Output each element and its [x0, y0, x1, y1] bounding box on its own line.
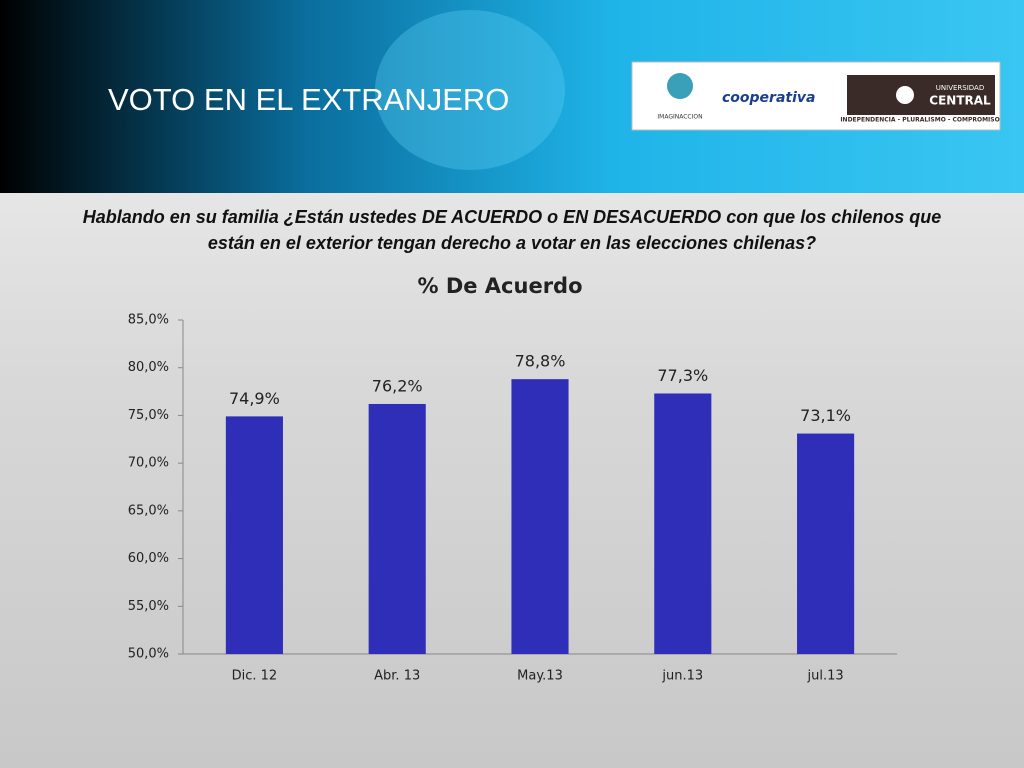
value-label: 74,9% [229, 389, 280, 408]
y-tick-label: 80,0% [128, 360, 169, 375]
x-tick-label: Dic. 12 [232, 669, 278, 684]
logo-text: cooperativa [722, 90, 815, 106]
x-tick-label: May.13 [517, 669, 563, 684]
slide-title: VOTO EN EL EXTRANJERO [108, 82, 509, 117]
bar [797, 433, 855, 654]
bar [511, 379, 569, 654]
value-label: 73,1% [800, 406, 851, 425]
logo-box [847, 75, 995, 115]
y-tick-label: 75,0% [128, 408, 169, 423]
logo-text: CENTRAL [929, 94, 991, 108]
y-tick-label: 70,0% [128, 456, 169, 471]
decor [375, 10, 565, 170]
x-tick-label: Abr. 13 [374, 669, 420, 684]
question: están en el exterior tengan derecho a vo… [208, 233, 816, 253]
logo-icon [667, 73, 693, 99]
x-tick-label: jun.13 [661, 669, 703, 684]
logo-icon [896, 86, 914, 104]
x-tick-label: jul.13 [807, 669, 844, 684]
value-label: 76,2% [372, 376, 423, 395]
y-tick-label: 50,0% [128, 647, 169, 662]
question: Hablando en su familia ¿Están ustedes DE… [83, 207, 941, 227]
y-tick-label: 60,0% [128, 551, 169, 566]
y-tick-label: 85,0% [128, 313, 169, 328]
chart-title: % De Acuerdo [417, 274, 582, 298]
logo-text: UNIVERSIDAD [936, 84, 984, 92]
bar [654, 393, 712, 654]
y-tick-label: 65,0% [128, 503, 169, 518]
logo-text: IMAGINACCION [657, 114, 702, 121]
y-tick-label: 55,0% [128, 599, 169, 614]
logo-text: INDEPENDENCIA - PLURALISMO - COMPROMISO [840, 117, 999, 124]
value-label: 77,3% [657, 366, 708, 385]
value-label: 78,8% [515, 352, 566, 371]
bar [368, 403, 426, 654]
bar [225, 416, 283, 654]
